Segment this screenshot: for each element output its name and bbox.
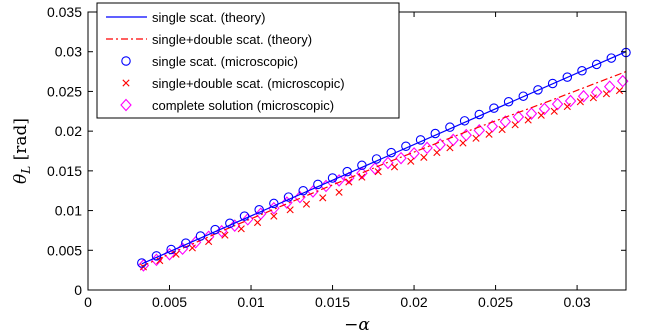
y-tick-label: 0.035 — [47, 4, 82, 20]
y-tick-label: 0.01 — [55, 203, 82, 219]
legend-label: complete solution (microscopic) — [152, 98, 334, 113]
legend-label: single scat. (microscopic) — [152, 54, 298, 69]
x-tick-label: 0.01 — [237, 294, 264, 310]
y-axis-label-unit: [rad] — [11, 118, 31, 166]
x-tick-label: 0.015 — [315, 294, 350, 310]
x-tick-label: 0.03 — [563, 294, 590, 310]
legend-label: single+double scat. (theory) — [152, 32, 312, 47]
x-tick-label: 0.025 — [478, 294, 513, 310]
y-tick-label: 0.02 — [55, 123, 82, 139]
y-tick-label: 0 — [74, 282, 82, 298]
y-axis-label: θL [rad] — [11, 118, 33, 184]
y-axis-label-main: θ — [11, 174, 31, 184]
legend: single scat. (theory) single+double scat.… — [97, 3, 399, 118]
y-axis-label-sub: L — [19, 166, 33, 175]
x-tick-label: 0.005 — [152, 294, 187, 310]
legend-label: single scat. (theory) — [152, 10, 265, 25]
y-tick-label: 0.015 — [47, 163, 82, 179]
legend-entry: single+double scat. (microscopic) — [123, 76, 345, 91]
legend-entry: complete solution (microscopic) — [121, 98, 334, 113]
y-tick-label: 0.005 — [47, 242, 82, 258]
x-tick-label: 0.02 — [400, 294, 427, 310]
x-tick-label: 0 — [84, 294, 92, 310]
legend-label: single+double scat. (microscopic) — [152, 76, 345, 91]
x-axis-label: −α — [344, 315, 370, 333]
y-tick-label: 0.025 — [47, 83, 82, 99]
y-tick-label: 0.03 — [55, 44, 82, 60]
